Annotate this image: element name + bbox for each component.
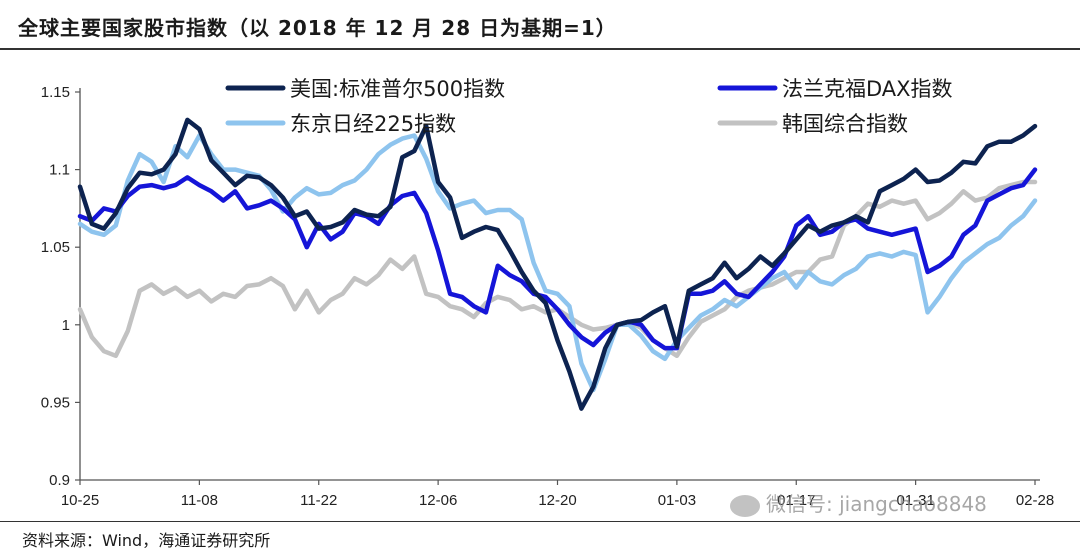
x-tick-label: 02-28: [1016, 492, 1054, 509]
x-tick-label: 11-22: [300, 492, 337, 509]
x-tick-label: 01-31: [896, 492, 934, 509]
x-tick-label: 12-06: [419, 492, 457, 509]
source-divider: [0, 521, 1080, 522]
series-line: [77, 117, 1038, 411]
series-line: [77, 179, 1038, 359]
y-tick-label: 0.9: [49, 472, 70, 489]
y-tick-label: 1.1: [49, 162, 70, 179]
y-tick-label: 1.05: [41, 239, 70, 256]
watermark-text: 微信号: jiangchao8848: [766, 492, 987, 516]
x-tick-label: 01-17: [777, 492, 815, 509]
wechat-watermark: 微信号: jiangchao8848: [730, 488, 987, 517]
y-tick-label: 1: [62, 317, 70, 334]
chart-title: 全球主要国家股市指数（以 2018 年 12 月 28 日为基期=1）: [18, 16, 617, 40]
line-chart: 0.9 0.95 1 1.05 1.1 1.15 10-25 11-08 11-22 12-06 1…: [41, 77, 1054, 509]
wechat-icon: [730, 494, 760, 517]
y-tick-label: 0.95: [41, 394, 70, 411]
series-line: [77, 133, 1038, 393]
chart-series-lines: [77, 117, 1038, 411]
source-note: 资料来源：Wind，海通证券研究所: [22, 531, 271, 550]
x-tick-label: 11-08: [181, 492, 218, 509]
chart-axes: 0.9 0.95 1 1.05 1.1 1.15 10-25 11-08 11-22 12-06 1…: [41, 84, 1054, 509]
x-tick-label: 12-20: [538, 492, 576, 509]
x-tick-label: 10-25: [61, 492, 99, 509]
legend-label: 韩国综合指数: [782, 112, 908, 136]
y-tick-label: 1.15: [41, 84, 70, 101]
series-line: [77, 167, 1038, 351]
legend-label: 美国:标准普尔500指数: [290, 77, 505, 101]
x-tick-label: 01-03: [658, 492, 696, 509]
legend-label: 东京日经225指数: [290, 112, 456, 136]
legend-label: 法兰克福DAX指数: [782, 77, 953, 101]
title-divider: [0, 48, 1080, 50]
